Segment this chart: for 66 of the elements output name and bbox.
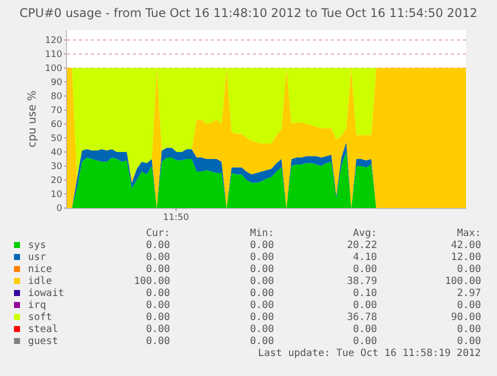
text: 0.00 — [457, 324, 482, 335]
text: Min: — [250, 228, 274, 239]
text: 0.00 — [250, 240, 274, 251]
text: 0.00 — [146, 252, 170, 263]
text: 0.00 — [353, 336, 378, 347]
text: 42.00 — [451, 240, 482, 251]
text: 0.00 — [457, 300, 482, 311]
y-tick-label: 60 — [50, 120, 62, 130]
text: 20.22 — [347, 240, 378, 251]
text: 100.00 — [134, 276, 170, 287]
legend-label: soft — [28, 312, 52, 323]
y-tick-label: 70 — [50, 106, 62, 116]
y-tick-label: 10 — [50, 190, 62, 200]
text: 12.00 — [451, 252, 482, 263]
y-tick-label: 40 — [50, 148, 62, 158]
y-tick-label: 30 — [50, 162, 62, 172]
text: 0.00 — [146, 240, 170, 251]
text: 0.00 — [353, 300, 378, 311]
text: 36.78 — [347, 312, 378, 323]
y-tick-label: 120 — [45, 36, 62, 46]
text: 11:50 — [163, 213, 190, 223]
text: 2.97 — [457, 288, 482, 299]
text: Max: — [457, 228, 482, 239]
text: 0.00 — [250, 276, 274, 287]
text: 38.79 — [347, 276, 378, 287]
y-tick-label: 90 — [50, 78, 62, 88]
text: 0.00 — [457, 336, 482, 347]
text: 0.00 — [250, 300, 274, 311]
text: Avg: — [353, 228, 378, 239]
y-tick-label: 100 — [45, 64, 62, 74]
text: 0.00 — [146, 312, 170, 323]
legend-label: nice — [28, 264, 52, 275]
text: 4.10 — [353, 252, 378, 263]
y-tick-label: 50 — [50, 134, 62, 144]
text: 0.00 — [250, 252, 274, 263]
legend-label: idle — [28, 276, 52, 287]
text: Last update: Tue Oct 16 11:58:19 2012 — [258, 348, 481, 359]
y-tick-label: 80 — [50, 92, 62, 102]
legend-label: irq — [28, 300, 46, 311]
legend-label: iowait — [28, 288, 64, 299]
text: 0.00 — [250, 288, 274, 299]
text: 0.00 — [146, 324, 170, 335]
text: 0.00 — [146, 288, 170, 299]
text: 0.00 — [146, 336, 170, 347]
text: 0.00 — [250, 336, 274, 347]
legend-label: usr — [28, 252, 46, 263]
text: 100.00 — [445, 276, 482, 287]
text: 0.00 — [353, 264, 378, 275]
y-tick-label: 0 — [56, 204, 62, 214]
text: 0.00 — [457, 264, 482, 275]
text: 0.00 — [146, 300, 170, 311]
text: 0.00 — [353, 324, 378, 335]
text: 0.00 — [146, 264, 170, 275]
text: 0.10 — [353, 288, 378, 299]
chart-title: CPU#0 usage - from Tue Oct 16 11:48:10 2012 to Tue Oct 16 11:54:50 2012 — [20, 6, 478, 20]
text: 90.00 — [451, 312, 482, 323]
legend-label: guest — [28, 336, 58, 347]
text: 0.00 — [250, 264, 274, 275]
text: 0.00 — [250, 312, 274, 323]
text: 0.00 — [250, 324, 274, 335]
legend-label: sys — [28, 240, 46, 251]
y-tick-label: 110 — [45, 50, 62, 60]
legend-label: steal — [28, 324, 58, 335]
y-tick-label: 20 — [50, 176, 62, 186]
y-axis-title: cpu use % — [26, 90, 39, 148]
text: Cur: — [146, 228, 170, 239]
